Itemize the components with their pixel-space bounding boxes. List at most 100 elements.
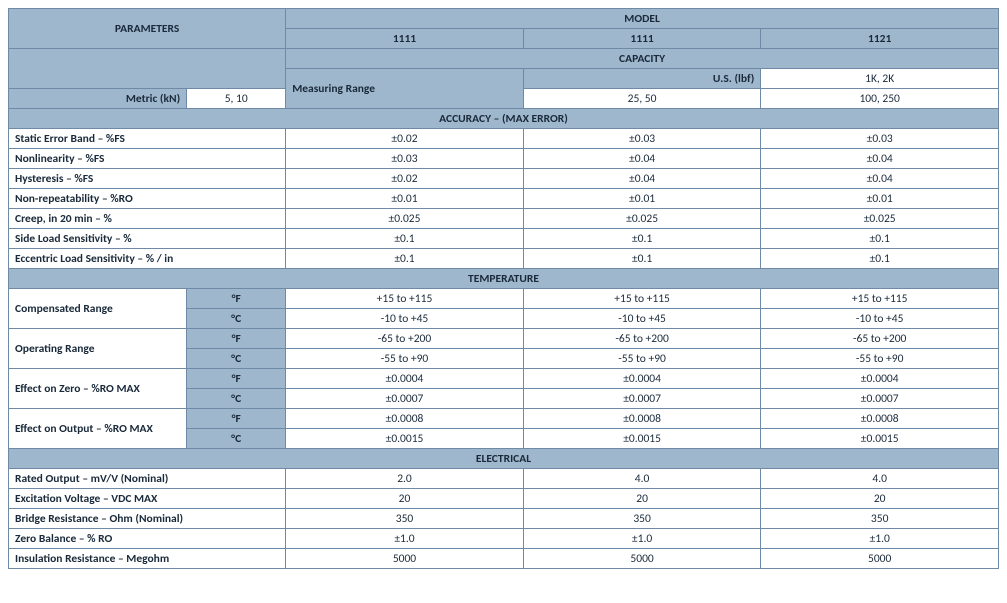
temperature-row-f: Compensated Range°F+15 to +115+15 to +11…: [9, 289, 999, 309]
electrical-val-2: 5000: [761, 549, 999, 569]
temperature-label: Effect on Output – %RO MAX: [9, 409, 187, 449]
electrical-val-0: 2.0: [286, 469, 524, 489]
model-col-0: 1111: [286, 29, 524, 49]
accuracy-label: Hysteresis – %FS: [9, 169, 286, 189]
accuracy-val-1: ±0.1: [523, 249, 761, 269]
electrical-row: Rated Output – mV/V (Nominal)2.04.04.0: [9, 469, 999, 489]
electrical-row: Zero Balance – % RO±1.0±1.0±1.0: [9, 529, 999, 549]
metric-range-0: 5, 10: [187, 89, 286, 109]
temp-f-1: +15 to +115: [523, 289, 761, 309]
electrical-row: Insulation Resistance – Megohm5000500050…: [9, 549, 999, 569]
model-header: MODEL: [286, 9, 999, 29]
unit-c: °C: [187, 349, 286, 369]
temp-f-2: ±0.0004: [761, 369, 999, 389]
temperature-section: TEMPERATURE: [9, 269, 999, 289]
temp-c-1: ±0.0015: [523, 429, 761, 449]
temp-c-0: -10 to +45: [286, 309, 524, 329]
electrical-row: Excitation Voltage – VDC MAX202020: [9, 489, 999, 509]
unit-f: °F: [187, 329, 286, 349]
temp-c-2: ±0.0015: [761, 429, 999, 449]
accuracy-val-2: ±0.1: [761, 229, 999, 249]
metric-unit-label: Metric (kN): [9, 89, 187, 109]
accuracy-val-0: ±0.02: [286, 169, 524, 189]
temperature-row-f: Effect on Zero – %RO MAX°F±0.0004±0.0004…: [9, 369, 999, 389]
parameters-header: PARAMETERS: [9, 9, 286, 49]
unit-f: °F: [187, 409, 286, 429]
unit-c: °C: [187, 429, 286, 449]
header-row-1: PARAMETERS MODEL: [9, 9, 999, 29]
accuracy-val-2: ±0.025: [761, 209, 999, 229]
accuracy-val-2: ±0.04: [761, 169, 999, 189]
accuracy-val-0: ±0.1: [286, 229, 524, 249]
accuracy-label: Eccentric Load Sensitivity – % / in: [9, 249, 286, 269]
accuracy-val-1: ±0.025: [523, 209, 761, 229]
electrical-val-1: ±1.0: [523, 529, 761, 549]
accuracy-label: Non-repeatability – %RO: [9, 189, 286, 209]
temperature-row-f: Effect on Output – %RO MAX°F±0.0008±0.00…: [9, 409, 999, 429]
unit-f: °F: [187, 289, 286, 309]
accuracy-row: Nonlinearity – %FS±0.03±0.04±0.04: [9, 149, 999, 169]
electrical-val-1: 350: [523, 509, 761, 529]
electrical-val-0: 350: [286, 509, 524, 529]
temp-c-0: ±0.0015: [286, 429, 524, 449]
electrical-val-1: 20: [523, 489, 761, 509]
accuracy-label: Static Error Band – %FS: [9, 129, 286, 149]
us-range-0: 1K, 2K: [761, 69, 999, 89]
accuracy-val-2: ±0.04: [761, 149, 999, 169]
temperature-row-f: Operating Range°F-65 to +200-65 to +200-…: [9, 329, 999, 349]
electrical-val-1: 5000: [523, 549, 761, 569]
accuracy-val-2: ±0.01: [761, 189, 999, 209]
temp-f-0: ±0.0008: [286, 409, 524, 429]
accuracy-val-0: ±0.03: [286, 149, 524, 169]
electrical-val-2: ±1.0: [761, 529, 999, 549]
parameters-header-gap: [9, 49, 286, 89]
temp-c-1: -55 to +90: [523, 349, 761, 369]
temp-c-0: -55 to +90: [286, 349, 524, 369]
us-unit-label: U.S. (lbf): [523, 69, 761, 89]
electrical-label: Bridge Resistance – Ohm (Nominal): [9, 509, 286, 529]
temp-f-0: -65 to +200: [286, 329, 524, 349]
accuracy-row: Eccentric Load Sensitivity – % / in±0.1±…: [9, 249, 999, 269]
accuracy-val-1: ±0.04: [523, 169, 761, 189]
spec-table: PARAMETERS MODEL 1111 1111 1121 CAPACITY…: [8, 8, 999, 569]
electrical-val-2: 350: [761, 509, 999, 529]
temp-f-0: ±0.0004: [286, 369, 524, 389]
electrical-section: ELECTRICAL: [9, 449, 999, 469]
electrical-val-2: 20: [761, 489, 999, 509]
accuracy-val-1: ±0.04: [523, 149, 761, 169]
accuracy-val-0: ±0.02: [286, 129, 524, 149]
unit-c: °C: [187, 309, 286, 329]
temperature-label: Operating Range: [9, 329, 187, 369]
unit-f: °F: [187, 369, 286, 389]
temp-f-1: ±0.0008: [523, 409, 761, 429]
accuracy-val-0: ±0.01: [286, 189, 524, 209]
accuracy-section: ACCURACY – (MAX ERROR): [9, 109, 999, 129]
electrical-val-1: 4.0: [523, 469, 761, 489]
accuracy-row: Static Error Band – %FS±0.02±0.03±0.03: [9, 129, 999, 149]
temp-c-1: ±0.0007: [523, 389, 761, 409]
electrical-label: Zero Balance – % RO: [9, 529, 286, 549]
capacity-header-row: CAPACITY: [9, 49, 999, 69]
electrical-val-2: 4.0: [761, 469, 999, 489]
accuracy-label: Side Load Sensitivity – %: [9, 229, 286, 249]
accuracy-val-1: ±0.03: [523, 129, 761, 149]
temperature-label: Compensated Range: [9, 289, 187, 329]
metric-range-2: 100, 250: [761, 89, 999, 109]
temp-f-1: -65 to +200: [523, 329, 761, 349]
accuracy-row: Side Load Sensitivity – %±0.1±0.1±0.1: [9, 229, 999, 249]
model-col-1: 1111: [523, 29, 761, 49]
temp-c-2: ±0.0007: [761, 389, 999, 409]
model-col-2: 1121: [761, 29, 999, 49]
electrical-label: Rated Output – mV/V (Nominal): [9, 469, 286, 489]
accuracy-label: Nonlinearity – %FS: [9, 149, 286, 169]
electrical-val-0: ±1.0: [286, 529, 524, 549]
temp-f-2: +15 to +115: [761, 289, 999, 309]
accuracy-row: Hysteresis – %FS±0.02±0.04±0.04: [9, 169, 999, 189]
temp-f-1: ±0.0004: [523, 369, 761, 389]
temp-c-2: -10 to +45: [761, 309, 999, 329]
electrical-label: Excitation Voltage – VDC MAX: [9, 489, 286, 509]
accuracy-val-0: ±0.1: [286, 249, 524, 269]
temp-f-2: ±0.0008: [761, 409, 999, 429]
accuracy-val-2: ±0.1: [761, 249, 999, 269]
temperature-label: Effect on Zero – %RO MAX: [9, 369, 187, 409]
